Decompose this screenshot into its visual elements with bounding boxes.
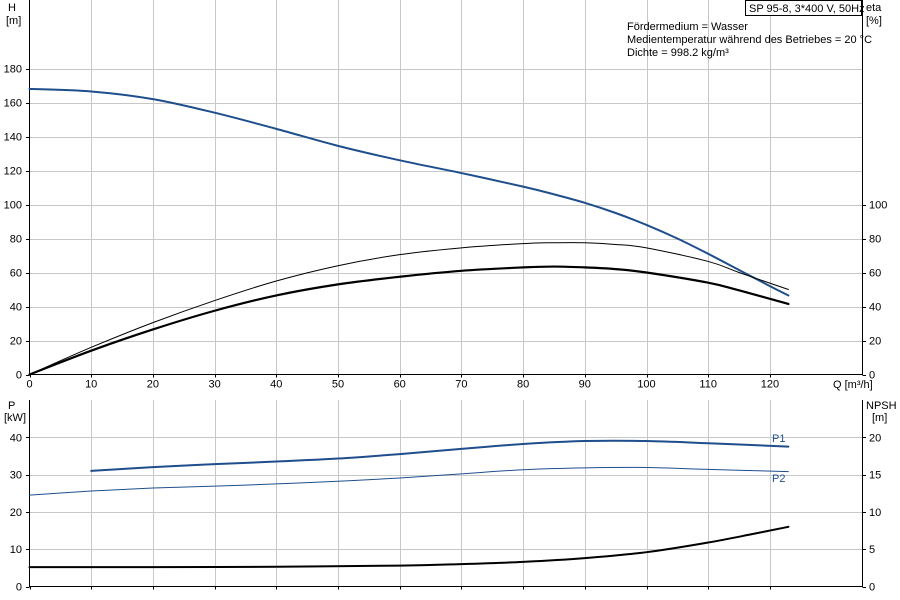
npsh-axis-label: NPSH <box>866 400 897 412</box>
x-tick-label: 10 <box>85 379 97 391</box>
npsh-axis-unit: [m] <box>872 412 887 424</box>
x-tick-label: 110 <box>699 379 717 391</box>
x-tick-label: 100 <box>637 379 655 391</box>
h-axis-unit: [m] <box>6 15 21 27</box>
chart-title-box <box>745 0 862 16</box>
curve-p2 <box>29 466 789 496</box>
x-tick-label: 70 <box>455 379 467 391</box>
x-tick-label: 90 <box>579 379 591 391</box>
q-axis-label: Q [m³/h] <box>833 379 873 391</box>
top-left-tick-label: 140 <box>4 132 22 144</box>
curve-eta-thin <box>29 242 789 375</box>
top-left-tick-label: 60 <box>10 268 22 280</box>
bottom-right-tick-label: 20 <box>869 432 881 444</box>
x-tick-label: 0 <box>26 379 32 391</box>
curve-h <box>28 87 790 297</box>
info-density: Dichte = 998.2 kg/m³ <box>627 47 729 59</box>
top-left-tick-label: 180 <box>4 64 22 76</box>
bottom-right-tick-label: 15 <box>869 470 881 482</box>
curve-npsh <box>28 525 790 569</box>
chart-title: SP 95-8, 3*400 V, 50Hz <box>749 3 865 15</box>
bottom-left-tick-label: 20 <box>10 507 22 519</box>
x-tick-label: 40 <box>270 379 282 391</box>
series-label-p2: P2 <box>772 473 785 485</box>
eta-axis-unit: [%] <box>866 15 882 27</box>
x-tick-label: 120 <box>761 379 779 391</box>
top-left-tick-label: 160 <box>4 98 22 110</box>
x-tick-label: 20 <box>147 379 159 391</box>
h-axis-label: H <box>8 2 16 14</box>
bottom-right-tick-label: 0 <box>869 582 875 594</box>
x-tick-label: 30 <box>208 379 220 391</box>
top-left-tick-label: 80 <box>10 234 22 246</box>
top-right-tick-label: 60 <box>869 268 881 280</box>
p-axis-label: P <box>8 400 15 412</box>
info-temperature: Medientemperatur während des Betriebes =… <box>627 34 872 46</box>
info-medium: Fördermedium = Wasser <box>627 21 748 33</box>
bottom-right-tick-label: 5 <box>869 544 875 556</box>
top-left-tick-label: 100 <box>4 200 22 212</box>
top-right-tick-label: 0 <box>869 370 875 382</box>
bottom-left-tick-label: 40 <box>10 432 22 444</box>
top-right-tick-label: 100 <box>869 200 887 212</box>
top-right-tick-label: 40 <box>869 302 881 314</box>
top-grid <box>29 0 863 375</box>
bottom-left-tick-label: 0 <box>16 582 22 594</box>
curve-eta-bold <box>28 265 790 376</box>
curves <box>28 87 790 569</box>
top-left-tick-label: 20 <box>10 336 22 348</box>
bottom-left-tick-label: 30 <box>10 470 22 482</box>
bottom-left-tick-label: 10 <box>10 544 22 556</box>
bottom-right-tick-label: 10 <box>869 507 881 519</box>
series-label-p1: P1 <box>772 433 785 445</box>
top-right-tick-label: 80 <box>869 234 881 246</box>
x-tick-label: 80 <box>517 379 529 391</box>
top-left-tick-label: 120 <box>4 166 22 178</box>
eta-axis-label: eta <box>866 2 882 14</box>
curve-p1 <box>90 439 790 472</box>
x-tick-label: 50 <box>332 379 344 391</box>
top-left-tick-label: 40 <box>10 302 22 314</box>
p-axis-unit: [kW] <box>4 412 26 424</box>
top-left-tick-label: 0 <box>16 370 22 382</box>
top-right-tick-label: 20 <box>869 336 881 348</box>
bottom-grid <box>29 400 863 587</box>
x-tick-label: 60 <box>394 379 406 391</box>
